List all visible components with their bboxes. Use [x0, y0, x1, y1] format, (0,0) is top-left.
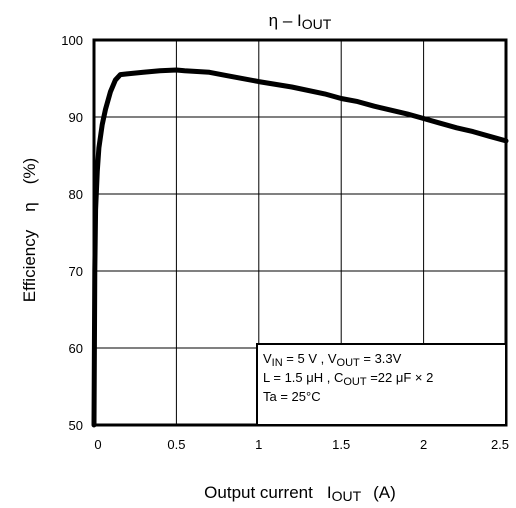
efficiency-curve: [91, 67, 509, 428]
y-tick-label: 70: [69, 264, 83, 279]
y-tick-labels: 50 60 70 80 90 100: [61, 33, 83, 433]
x-tick-label: 0: [94, 437, 101, 452]
conditions-box-frame: [256, 343, 507, 426]
conditions-line: VIN = 5 V , VOUT = 3.3V: [263, 351, 402, 369]
conditions-line: L = 1.5 μH , COUT =22 μF × 2: [263, 370, 433, 388]
conditions-box: VIN = 5 V , VOUT = 3.3VL = 1.5 μH , COUT…: [256, 343, 507, 426]
series-layer: [91, 67, 509, 428]
y-tick-label: 80: [69, 187, 83, 202]
y-tick-label: 90: [69, 110, 83, 125]
x-tick-label: 1: [255, 437, 262, 452]
y-tick-label: 60: [69, 341, 83, 356]
x-tick-labels: 0 0.5 1 1.5 2 2.5: [94, 437, 509, 452]
conditions-line: Ta = 25°C: [263, 389, 321, 404]
x-tick-label: 1.5: [332, 437, 350, 452]
chart-title: η – IOUT: [269, 11, 332, 32]
x-tick-label: 0.5: [167, 437, 185, 452]
x-axis-label: Output current IOUT (A): [204, 483, 396, 504]
y-axis-label: Efficiencyη(%): [20, 158, 39, 302]
x-tick-label: 2.5: [491, 437, 509, 452]
y-tick-label: 100: [61, 33, 83, 48]
y-tick-label: 50: [69, 418, 83, 433]
x-tick-label: 2: [420, 437, 427, 452]
